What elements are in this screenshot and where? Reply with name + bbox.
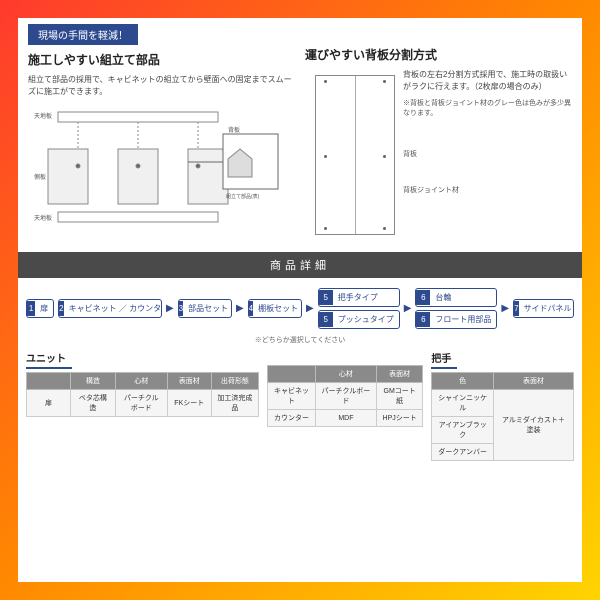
flow-3: 3部品セット — [178, 299, 232, 318]
flow-1: 1扉 — [26, 299, 54, 318]
arrow-icon: ▶ — [306, 303, 314, 314]
tables-row: ユニット 構造 心材 表面材 出荷形態 扉 ベタ芯構造 パーチクルボード FKシ… — [18, 345, 582, 469]
handle-caption: 把手 — [431, 350, 457, 369]
flow-7: 7サイドパネル — [513, 299, 574, 318]
handle-table: 色 表面材 シャインニッケル アルミダイカスト＋塗装 アイアンブラック ダークア… — [431, 372, 574, 461]
arrow-icon: ▶ — [166, 303, 174, 314]
left-desc: 組立て部品の採用で、キャビネットの組立てから壁面への固定までスムーズに施工ができ… — [28, 74, 295, 98]
flow-note: ※どちらか選択してください — [18, 335, 582, 345]
table-row: 扉 ベタ芯構造 パーチクルボード FKシート 加工済完成品 — [27, 390, 259, 417]
right-note: ※背板と背板ジョイント材のグレー色は色みが多少異なります。 — [403, 99, 572, 119]
right-desc: 背板の左右2分割方式採用で、施工時の取扱いがラクに行えます。（2枚扉の場合のみ） — [403, 69, 572, 93]
flow-row: 1扉 2キャビネット ／ カウンター ▶ 3部品セット ▶ 4棚板セット ▶ 5… — [18, 278, 582, 333]
unit-table: 構造 心材 表面材 出荷形態 扉 ベタ芯構造 パーチクルボード FKシート 加工… — [26, 372, 259, 417]
table-row: カウンター MDF HPJシート — [267, 410, 422, 427]
flow-2: 2キャビネット ／ カウンター — [58, 299, 162, 318]
top-section: 現場の手間を軽減！ 施工しやすい組立て部品 組立て部品の採用で、キャビネットの組… — [18, 18, 582, 244]
svg-text:側板: 側板 — [34, 173, 46, 181]
reduction-badge: 現場の手間を軽減！ — [28, 24, 138, 45]
table-row: キャビネット パーチクルボード GMコート紙 — [267, 383, 422, 410]
right-title: 運びやすい背板分割方式 — [305, 46, 572, 63]
flow-4: 4棚板セット — [248, 299, 302, 318]
left-column: 現場の手間を軽減！ 施工しやすい組立て部品 組立て部品の採用で、キャビネットの組… — [28, 24, 295, 244]
svg-text:天地板: 天地板 — [34, 214, 52, 222]
label-backboard: 背板 — [403, 149, 572, 159]
svg-text:背板: 背板 — [228, 126, 240, 134]
gradient-frame: 現場の手間を軽減！ 施工しやすい組立て部品 組立て部品の採用で、キャビネットの組… — [0, 0, 600, 600]
flow-stack-6: 6台輪 6フロート用部品 — [415, 288, 497, 329]
cabinet-diagram — [315, 75, 395, 235]
unit-block: ユニット 構造 心材 表面材 出荷形態 扉 ベタ芯構造 パーチクルボード FKシ… — [26, 349, 259, 461]
mid-block: 心材 表面材 キャビネット パーチクルボード GMコート紙 カウンター MDF … — [267, 365, 423, 461]
handle-block: 把手 色 表面材 シャインニッケル アルミダイカスト＋塗装 アイアンブラック ダ… — [431, 349, 574, 461]
arrow-icon: ▶ — [236, 303, 244, 314]
page: 現場の手間を軽減！ 施工しやすい組立て部品 組立て部品の採用で、キャビネットの組… — [18, 18, 582, 582]
flow-stack-5: 5把手タイプ 5プッシュタイプ — [318, 288, 400, 329]
detail-heading: 商品詳細 — [18, 252, 582, 278]
arrow-icon: ▶ — [501, 303, 509, 314]
label-joint: 背板ジョイント材 — [403, 185, 572, 195]
svg-text:組立て部品(表): 組立て部品(表) — [226, 193, 260, 200]
unit-caption: ユニット — [26, 350, 72, 369]
svg-text:天地板: 天地板 — [34, 112, 52, 120]
right-column: 運びやすい背板分割方式 背板の左右2分割方式採用で、施工時の取扱いがラクに行えま… — [305, 24, 572, 244]
mid-table: 心材 表面材 キャビネット パーチクルボード GMコート紙 カウンター MDF … — [267, 365, 423, 427]
arrow-icon: ▶ — [404, 303, 412, 314]
assembly-diagram: 天地板 側板 天地板 背板 組立て部品(表) — [28, 104, 295, 244]
table-row: シャインニッケル アルミダイカスト＋塗装 — [432, 390, 574, 417]
left-title: 施工しやすい組立て部品 — [28, 51, 295, 68]
